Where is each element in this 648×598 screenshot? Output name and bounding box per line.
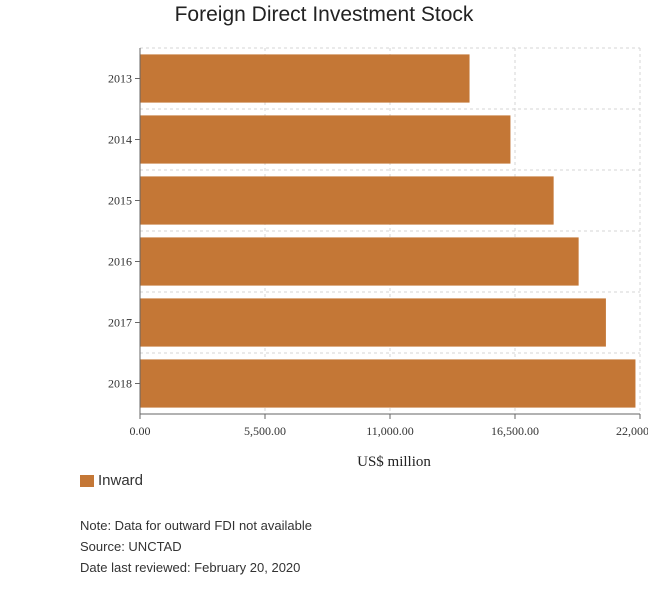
y-tick-label: 2013 — [108, 72, 132, 86]
bar[interactable] — [140, 176, 554, 225]
bar[interactable] — [140, 115, 511, 164]
bar[interactable] — [140, 237, 579, 286]
y-tick-label: 2018 — [108, 377, 132, 391]
x-tick-label: 11,000.00 — [366, 424, 414, 438]
y-tick-label: 2016 — [108, 255, 132, 269]
bars — [140, 54, 636, 408]
bar[interactable] — [140, 54, 470, 103]
bar[interactable] — [140, 359, 636, 408]
chart-notes: Note: Data for outward FDI not available… — [80, 515, 312, 578]
x-axis-label: US$ million — [357, 454, 431, 470]
chart-plot: 2013 2014 2015 2016 2017 2018 0.00 5,500.00 11,0… — [108, 47, 648, 470]
chart-title: Foreign Direct Investment Stock — [174, 3, 474, 26]
grid-lines — [140, 47, 641, 415]
legend[interactable]: Inward — [80, 472, 143, 489]
bar[interactable] — [140, 298, 606, 347]
y-tick-label: 2014 — [108, 133, 132, 147]
tick-labels: 2013 2014 2015 2016 2017 2018 0.00 5,500.00 11,0… — [108, 72, 648, 439]
source-text: Source: UNCTAD — [80, 539, 182, 554]
note-text: Note: Data for outward FDI not available — [80, 518, 312, 533]
x-tick-label: 0.00 — [130, 424, 151, 438]
y-tick-label: 2017 — [108, 316, 132, 330]
y-tick-label: 2015 — [108, 194, 132, 208]
x-tick-label: 22,000.00 — [616, 424, 648, 438]
reviewed-text: Date last reviewed: February 20, 2020 — [80, 560, 301, 575]
legend-label-inward: Inward — [98, 472, 144, 489]
x-tick-label: 5,500.00 — [244, 424, 286, 438]
legend-swatch-inward — [80, 474, 94, 487]
axes — [135, 48, 641, 419]
x-tick-label: 16,500.00 — [491, 424, 539, 438]
